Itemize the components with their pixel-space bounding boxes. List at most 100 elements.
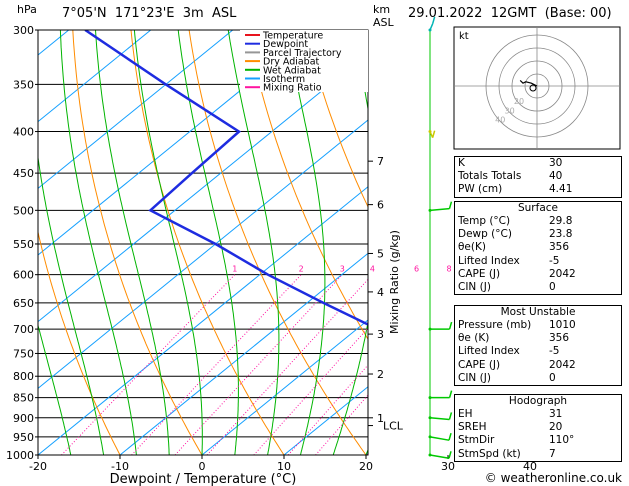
hodograph_table-row: EH 31 — [455, 408, 621, 421]
surface-row: θe(K) 356 — [455, 241, 621, 254]
isotherm-line — [38, 52, 368, 323]
indices-label: K — [458, 157, 465, 169]
wind-barb-base — [428, 28, 432, 32]
surface-row: Temp (°C) 29.8 — [455, 215, 621, 228]
dewpoint-profile — [84, 30, 368, 326]
indices-row: PW (cm) 4.41 — [455, 183, 621, 196]
pressure-tick-label: 700 — [13, 323, 34, 336]
wind-barb — [429, 417, 450, 421]
hodograph_table-row: StmSpd (kt) 7 — [455, 448, 621, 461]
temp-tick-label: 10 — [277, 460, 291, 473]
surface-label: θe(K) — [458, 241, 486, 254]
isotherm-line — [119, 252, 368, 455]
hodograph-title: Hodograph — [508, 395, 568, 407]
temp-tick-label: 20 — [359, 460, 373, 473]
km-tick-label: 2 — [377, 368, 384, 381]
dry-adiabat-line — [246, 30, 368, 341]
indices-value: 30 — [549, 157, 563, 169]
mixing-ratio-label: 1 — [232, 265, 237, 274]
wet-adiabat-line — [227, 30, 280, 455]
most_unstable-label: CAPE (J) — [458, 358, 501, 371]
pressure-tick-label: 300 — [13, 24, 34, 37]
surface-row: CIN (J) 0 — [455, 281, 621, 294]
surface-value: -5 — [549, 254, 560, 267]
surface-label: Temp (°C) — [458, 215, 511, 227]
dry-adiabat-line — [304, 30, 368, 209]
isotherm-line — [38, 30, 152, 123]
wet-adiabat-line — [38, 154, 105, 455]
mixing-ratio-line — [174, 274, 343, 455]
wind-barb-base — [428, 208, 432, 212]
km-tick-label: 7 — [377, 155, 384, 168]
mixing-ratio-label: 8 — [446, 265, 451, 274]
surface-label: Dewp (°C) — [458, 228, 512, 241]
temp-tick-label: -20 — [29, 460, 47, 473]
temp-tick-label: 40 — [523, 460, 537, 473]
copyright: © weatheronline.co.uk — [485, 471, 622, 485]
most_unstable-label: Lifted Index — [458, 345, 520, 358]
mixing-ratio-label: 2 — [299, 265, 304, 274]
hodograph_table-value: 20 — [549, 421, 563, 434]
asl-label: ASL — [373, 16, 394, 29]
pressure-tick-label: 650 — [13, 297, 34, 310]
surface-row: Dewp (°C) 23.8 — [455, 228, 621, 241]
hodograph_table-value: 31 — [549, 408, 563, 420]
hodograph_table-label: SREH — [458, 421, 487, 434]
km-tick-label: 6 — [377, 199, 384, 212]
most_unstable-value: -5 — [549, 345, 560, 358]
surface-title: Surface — [517, 202, 558, 214]
most_unstable-value: 2042 — [549, 358, 576, 371]
legend-entry: Mixing Ratio — [263, 83, 322, 94]
wind-barb-feather — [448, 432, 452, 441]
surface-row: Lifted Index -5 — [455, 255, 621, 268]
legend-entry: Dewpoint — [263, 39, 308, 50]
wet-adiabat-line — [133, 30, 203, 455]
storm-motion-marker — [529, 84, 537, 92]
wind-barb — [429, 436, 450, 441]
indices-value: 40 — [549, 170, 563, 183]
wind-barb-feather — [448, 201, 453, 209]
most_unstable-label: θe (K) — [458, 332, 490, 345]
most_unstable-value: 1010 — [549, 319, 576, 331]
wind-barb-feather — [448, 390, 453, 398]
hodograph-ring-label: 20 — [514, 97, 524, 106]
wind-barb-feather — [448, 321, 453, 330]
surface-value: 356 — [549, 241, 570, 254]
most_unstable-row: CAPE (J) 2042 — [455, 359, 621, 372]
pressure-tick-label: 800 — [13, 370, 34, 383]
most_unstable-row: Pressure (mb) 1010 — [455, 319, 621, 332]
pressure-tick-label: 1000 — [6, 449, 34, 462]
hodograph-ring-label: 30 — [505, 106, 515, 115]
mixing-ratio-line — [253, 327, 368, 455]
most-unstable-table: Most Unstable Pressure (mb) 1010 θe (K) 356… — [454, 305, 622, 387]
surface-label: CIN (J) — [458, 281, 491, 294]
mixing-ratio-line — [131, 274, 302, 455]
isotherm-line — [38, 30, 234, 189]
pressure-tick-label: 750 — [13, 347, 34, 360]
pressure-tick-label: 600 — [13, 269, 34, 282]
wind-barb-feather — [448, 412, 453, 420]
pressure-tick-label: 950 — [13, 431, 34, 444]
dry-adiabat-line — [38, 229, 121, 455]
wet-adiabat-line — [95, 30, 170, 455]
most_unstable-row: Lifted Index -5 — [455, 345, 621, 358]
hodograph_table-label: StmDir — [458, 434, 495, 447]
km-tick-label: 5 — [377, 247, 384, 260]
wind-barb-base — [428, 453, 432, 457]
wind-barb-feather — [431, 130, 436, 138]
most_unstable-value: 0 — [549, 371, 556, 384]
wet-adiabat-line — [59, 30, 137, 455]
surface-value: 0 — [549, 281, 556, 294]
isotherm-line — [201, 319, 368, 455]
lcl-label: LCL — [383, 420, 404, 433]
km-tick-label: 1 — [377, 412, 384, 425]
temp-tick-label: 0 — [199, 460, 206, 473]
surface-value: 29.8 — [549, 215, 573, 227]
pressure-tick-label: 350 — [13, 78, 34, 91]
wind-barb-base — [428, 130, 432, 134]
wet-adiabat-line — [365, 448, 368, 455]
mixing-ratio-label: 3 — [340, 265, 345, 274]
hodograph-unit: kt — [459, 31, 469, 42]
legend-entry: Parcel Trajectory — [263, 48, 342, 59]
km-label: km — [373, 3, 391, 16]
